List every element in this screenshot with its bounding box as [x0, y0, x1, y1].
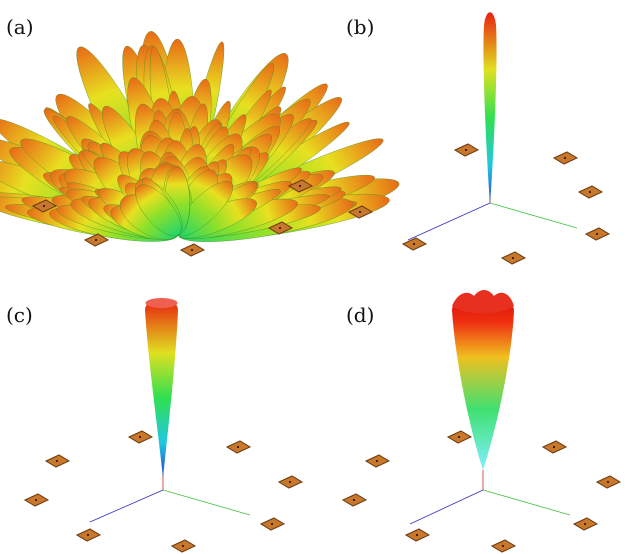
feed-point — [299, 185, 301, 187]
feed-point — [87, 534, 89, 536]
feed-point — [279, 227, 281, 229]
feed-point — [43, 205, 45, 207]
axis — [408, 203, 490, 240]
axis — [410, 490, 483, 524]
feed-point — [589, 191, 591, 193]
feed-point — [359, 211, 361, 213]
feed-point — [596, 233, 598, 235]
feed-point — [416, 534, 418, 536]
beam-top — [146, 298, 178, 308]
figure: (a) (b) (c) (d) — [0, 0, 632, 554]
feed-point — [502, 545, 504, 547]
feed-point — [289, 481, 291, 483]
feed-point — [56, 460, 58, 462]
feed-point — [191, 249, 193, 251]
feed-point — [237, 446, 239, 448]
beam — [145, 300, 178, 479]
feed-point — [271, 523, 273, 525]
feed-point — [564, 157, 566, 159]
feed-point — [376, 460, 378, 462]
axis — [163, 490, 250, 515]
beam — [452, 297, 514, 471]
feed-point — [413, 243, 415, 245]
axis — [90, 490, 163, 522]
feed-point — [35, 499, 37, 501]
panel-label: (c) — [6, 303, 33, 327]
panel-c — [90, 298, 250, 522]
axis — [490, 203, 577, 228]
panel-d — [410, 290, 570, 524]
feed-point — [353, 499, 355, 501]
panel-b — [408, 12, 577, 240]
panel-label: (d) — [346, 303, 374, 327]
feed-point — [139, 436, 141, 438]
beam — [483, 12, 496, 204]
feed-point — [584, 523, 586, 525]
panel-a — [0, 29, 404, 251]
panel-label: (b) — [346, 15, 374, 39]
feed-point — [95, 239, 97, 241]
feed-point — [465, 149, 467, 151]
axis — [483, 490, 570, 515]
feed-point — [182, 545, 184, 547]
panel-label: (a) — [6, 15, 34, 39]
beam-top — [452, 290, 514, 314]
feed-point — [458, 436, 460, 438]
feed-point — [512, 257, 514, 259]
feed-point — [607, 481, 609, 483]
feed-point — [553, 446, 555, 448]
